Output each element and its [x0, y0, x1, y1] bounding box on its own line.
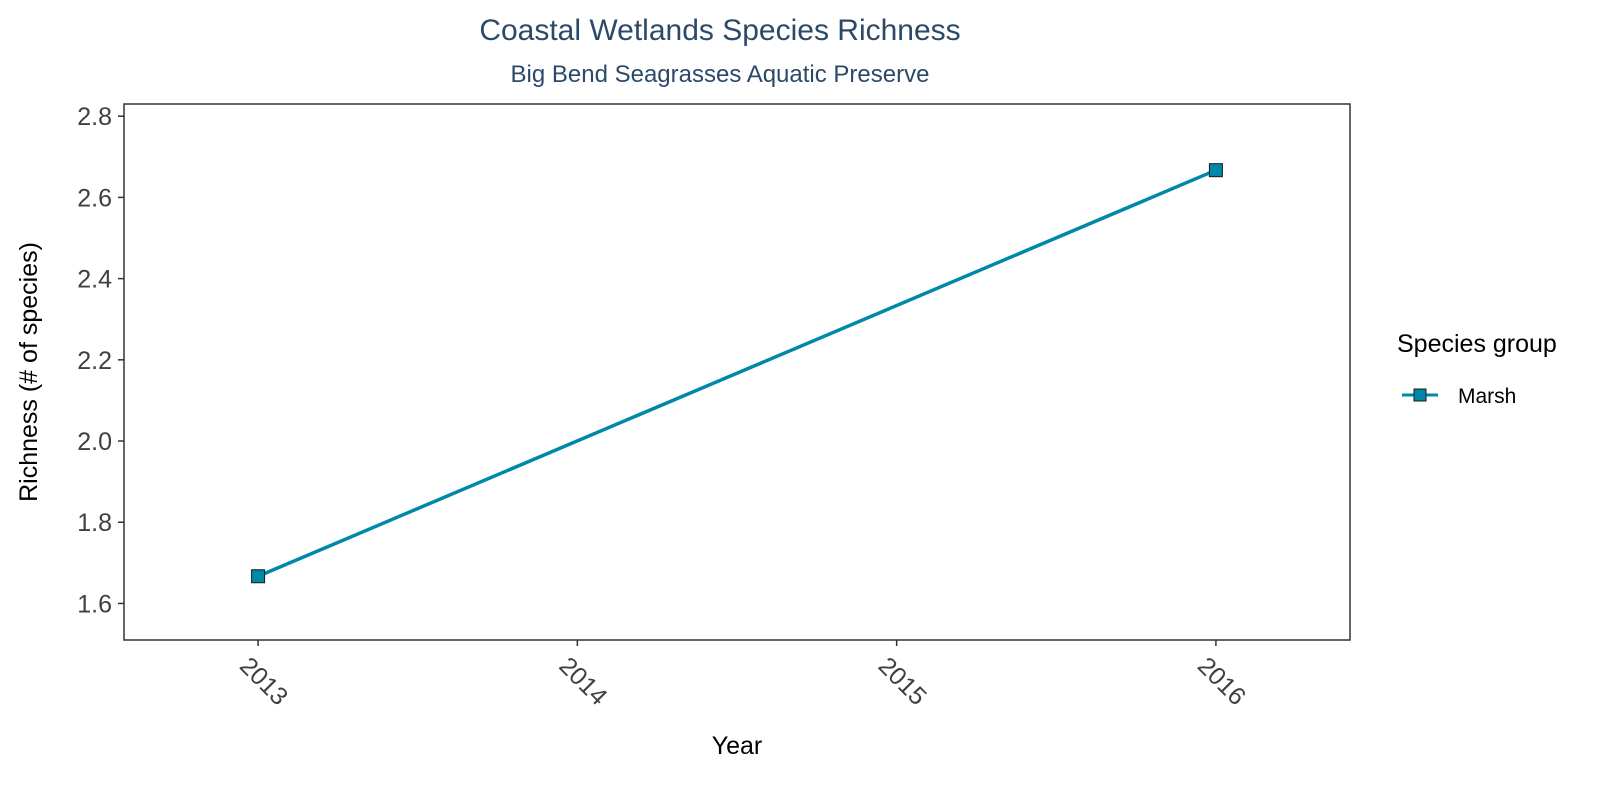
x-tick-label: 2014 [553, 652, 612, 711]
x-axis: 2013 2014 2015 2016 [234, 640, 1251, 711]
legend-label-marsh: Marsh [1458, 385, 1516, 408]
series-layer [251, 163, 1223, 584]
y-tick-label: 1.6 [77, 590, 112, 618]
legend-key-marker [1413, 388, 1427, 402]
y-tick-label: 2.4 [77, 266, 112, 294]
y-tick-label: 2.2 [77, 347, 112, 375]
chart-subtitle: Big Bend Seagrasses Aquatic Preserve [511, 61, 930, 88]
y-tick-label: 2.8 [77, 103, 112, 131]
data-point [1208, 163, 1223, 178]
legend: Species group Marsh [1397, 330, 1557, 408]
y-axis: 1.6 1.8 2.0 2.2 2.4 2.6 2.8 [77, 103, 124, 618]
data-point [251, 569, 266, 584]
y-tick-label: 2.6 [77, 184, 112, 212]
y-tick-label: 2.0 [77, 428, 112, 456]
y-tick-label: 1.8 [77, 509, 112, 537]
legend-title: Species group [1397, 330, 1557, 358]
legend-item-marsh: Marsh [1402, 385, 1516, 408]
x-tick-label: 2015 [873, 652, 932, 711]
x-tick-label: 2013 [234, 652, 293, 711]
chart-title: Coastal Wetlands Species Richness [479, 14, 960, 47]
x-tick-label: 2016 [1192, 652, 1251, 711]
y-axis-title: Richness (# of species) [15, 242, 43, 502]
series-line-marsh [257, 168, 1217, 578]
x-axis-title: Year [712, 732, 763, 760]
